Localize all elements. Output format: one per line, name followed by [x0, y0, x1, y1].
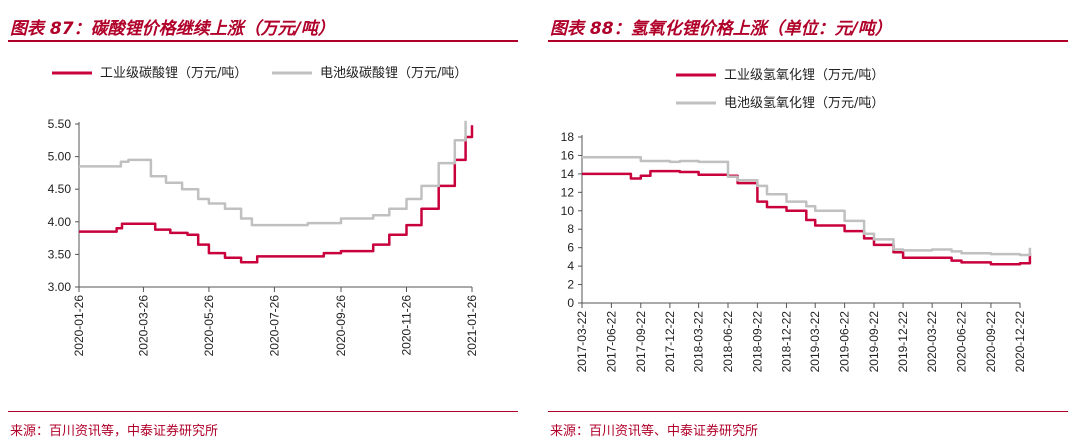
- x-tick-label: 2020-05-26: [202, 295, 216, 357]
- y-tick-label: 4.00: [48, 215, 72, 229]
- x-tick-label: 2019-03-22: [808, 311, 822, 373]
- source-note: 来源：百川资讯等、中泰证券研究所: [550, 424, 759, 439]
- series-line: [582, 169, 1032, 266]
- x-tick-label: 2018-09-22: [750, 311, 764, 373]
- series-line: [79, 125, 474, 264]
- y-tick-label: 4: [567, 259, 574, 273]
- right-figure-panel: 图表 88：氢氧化锂价格上涨（单位：元/吨） 工业级氢氧化锂（万元/吨） 电池级氢…: [540, 0, 1080, 446]
- x-tick-label: 2017-03-22: [575, 311, 589, 373]
- x-tick-label: 2020-06-22: [955, 311, 969, 373]
- legend-label: 工业级碳酸锂（万元/吨）: [100, 66, 247, 81]
- y-tick-label: 5.00: [48, 150, 72, 164]
- source-note: 来源：百川资讯等，中泰证券研究所: [10, 424, 219, 439]
- figure-88-title: 图表 88：氢氧化锂价格上涨（单位：元/吨）: [550, 19, 892, 39]
- title-divider: [548, 40, 1068, 42]
- y-tick-label: 3.00: [48, 280, 72, 294]
- y-tick-label: 16: [561, 148, 575, 162]
- x-tick-label: 2018-12-22: [779, 311, 793, 373]
- x-tick-label: 2020-12-22: [1013, 311, 1027, 373]
- x-tick-label: 2021-01-26: [465, 295, 479, 357]
- lithium-carbonate-chart: 工业级碳酸锂（万元/吨） 电池级碳酸锂（万元/吨） 3.00 3.50 4.00 4.50…: [48, 66, 479, 357]
- y-tick-label: 14: [561, 167, 575, 181]
- source-divider: [8, 411, 518, 412]
- x-tick-label: 2017-06-22: [604, 311, 618, 373]
- figure-87-title: 图表 87：碳酸锂价格继续上涨（万元/吨）: [10, 19, 335, 39]
- y-tick-label: 2: [567, 278, 574, 292]
- x-tick-label: 2019-09-22: [867, 311, 881, 373]
- y-tick-label: 4.50: [48, 182, 72, 196]
- series-line: [582, 156, 1032, 257]
- legend-label: 电池级氢氧化锂（万元/吨）: [724, 96, 884, 111]
- x-tick-label: 2020-03-22: [925, 311, 939, 373]
- x-tick-label: 2020-09-22: [984, 311, 998, 373]
- x-tick-label: 2020-03-26: [136, 295, 150, 357]
- y-tick-label: 0: [567, 296, 574, 310]
- lithium-hydroxide-chart: 工业级氢氧化锂（万元/吨） 电池级氢氧化锂（万元/吨） 0 2 4 6 8 10 12 14 16 1…: [561, 68, 1032, 373]
- y-tick-label: 8: [567, 222, 574, 236]
- legend-label: 工业级氢氧化锂（万元/吨）: [724, 68, 884, 83]
- y-tick-label: 3.50: [48, 247, 72, 261]
- x-tick-label: 2018-06-22: [721, 311, 735, 373]
- x-tick-label: 2017-09-22: [634, 311, 648, 373]
- source-divider: [548, 411, 1068, 412]
- x-tick-label: 2017-12-22: [663, 311, 677, 373]
- y-tick-label: 12: [561, 185, 575, 199]
- y-tick-label: 5.50: [48, 117, 72, 131]
- x-tick-label: 2019-06-22: [838, 311, 852, 373]
- x-tick-label: 2019-12-22: [896, 311, 910, 373]
- x-tick-label: 2020-09-26: [334, 295, 348, 357]
- x-tick-label: 2018-03-22: [692, 311, 706, 373]
- x-tick-label: 2020-11-26: [400, 295, 414, 356]
- left-figure-panel: 图表 87：碳酸锂价格继续上涨（万元/吨） 工业级碳酸锂（万元/吨） 电池级碳酸锂…: [0, 0, 520, 446]
- y-tick-label: 18: [561, 130, 575, 144]
- legend-label: 电池级碳酸锂（万元/吨）: [320, 66, 467, 81]
- x-tick-label: 2020-01-26: [72, 295, 86, 357]
- y-tick-label: 10: [561, 204, 575, 218]
- title-divider: [8, 40, 518, 42]
- x-tick-label: 2020-07-26: [267, 295, 281, 357]
- series-line: [79, 120, 467, 227]
- y-tick-label: 6: [567, 241, 574, 255]
